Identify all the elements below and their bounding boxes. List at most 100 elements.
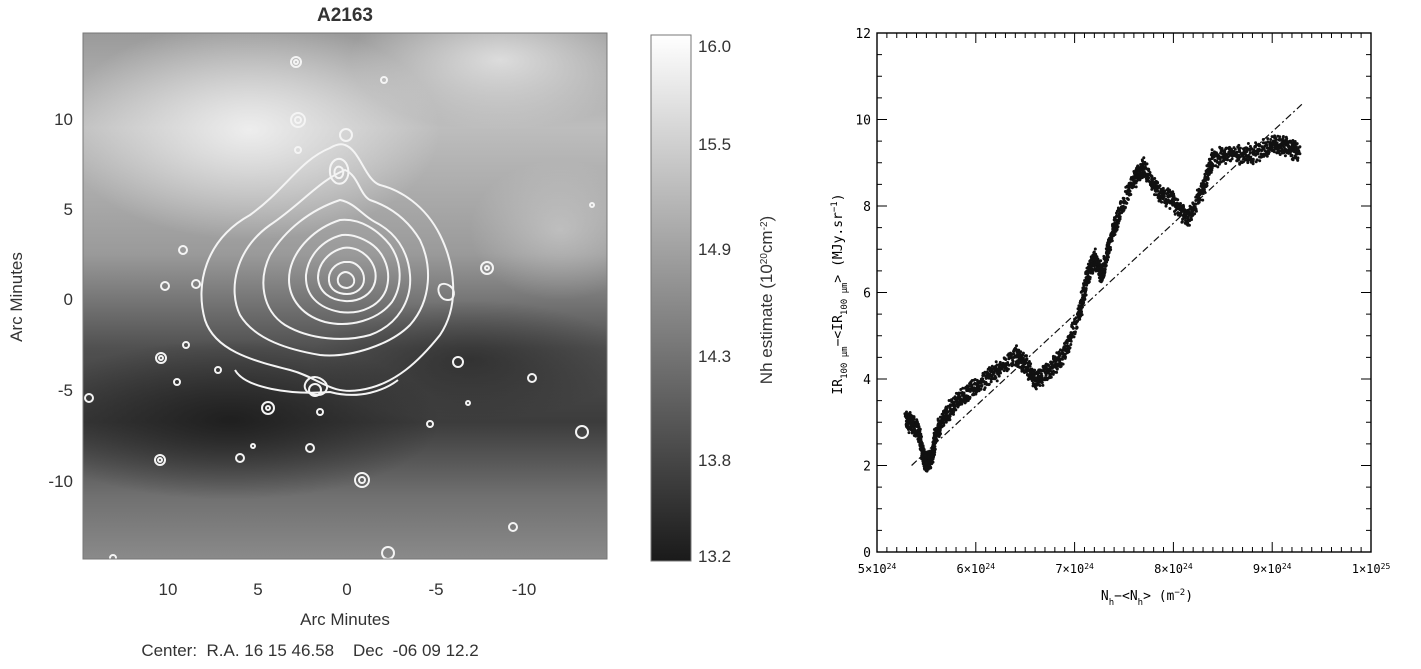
- y-tick-label: 4: [863, 373, 871, 388]
- data-point: [1128, 189, 1132, 193]
- colorbar-label: Nh estimate (1020cm-2): [757, 216, 776, 384]
- data-point: [1265, 154, 1269, 158]
- data-point: [1029, 362, 1033, 366]
- data-point: [944, 420, 948, 424]
- data-point: [1115, 228, 1119, 232]
- data-point: [952, 400, 956, 404]
- data-point: [980, 384, 984, 387]
- data-point: [1298, 145, 1302, 149]
- data-point: [967, 385, 971, 389]
- data-point: [1015, 349, 1019, 353]
- data-point: [921, 444, 925, 448]
- data-point: [955, 399, 959, 403]
- data-point: [1033, 368, 1037, 372]
- data-point: [1147, 176, 1151, 180]
- data-point: [1203, 179, 1207, 183]
- data-point: [988, 372, 992, 376]
- data-point: [933, 453, 936, 457]
- scatter-points: [903, 134, 1302, 473]
- data-point: [942, 423, 946, 427]
- nh-map-svg: A2163: [7, 5, 776, 660]
- data-point: [1063, 352, 1067, 356]
- data-point: [997, 374, 1001, 378]
- data-point: [1007, 363, 1011, 367]
- data-point: [1110, 239, 1114, 243]
- data-point: [1163, 189, 1167, 193]
- data-point: [1243, 152, 1247, 156]
- data-point: [1278, 138, 1282, 142]
- data-point: [954, 408, 958, 412]
- data-point: [1069, 343, 1073, 346]
- data-point: [960, 402, 964, 406]
- data-point: [1083, 296, 1086, 300]
- y-tick-label: 2: [863, 460, 871, 475]
- data-point: [916, 422, 920, 426]
- data-point: [1075, 326, 1079, 330]
- map-center-caption: Center: R.A. 16 15 46.58 Dec -06 09 12.2: [141, 641, 478, 660]
- data-point: [1249, 155, 1253, 159]
- map-x-tick-label: 5: [253, 580, 262, 599]
- x-tick-label: 5×1024: [858, 562, 897, 577]
- data-point: [1295, 142, 1299, 146]
- data-point: [907, 431, 911, 435]
- data-point: [1125, 192, 1129, 196]
- y-tick-label: 12: [855, 27, 871, 42]
- data-point: [1025, 354, 1028, 358]
- data-point: [1104, 256, 1108, 260]
- colorbar-tick-label: 14.3: [698, 347, 731, 366]
- data-point: [1270, 135, 1274, 139]
- data-point: [937, 435, 941, 438]
- data-point: [1011, 363, 1015, 367]
- data-point: [1053, 358, 1057, 362]
- data-point: [922, 448, 926, 451]
- data-point: [995, 363, 999, 367]
- data-point: [1061, 362, 1065, 366]
- map-x-tick-label: -10: [512, 580, 537, 599]
- data-point: [1205, 181, 1209, 185]
- data-point: [1118, 215, 1122, 219]
- map-x-tick-label: 0: [342, 580, 351, 599]
- data-point: [1153, 177, 1157, 180]
- data-point: [1093, 247, 1097, 251]
- data-point: [1040, 374, 1044, 378]
- nh-map-figure: A2163: [7, 5, 776, 660]
- x-tick-label: 1×1025: [1352, 562, 1391, 577]
- data-point: [1176, 198, 1180, 202]
- colorbar-tick-label: 13.2: [698, 547, 731, 566]
- data-point: [1266, 137, 1270, 141]
- x-tick-labels: 5×1024 6×1024 7×1024 8×1024 9×1024 1×1025: [858, 562, 1391, 577]
- data-point: [1116, 225, 1120, 229]
- scatter-svg: 5×1024 6×1024 7×1024 8×1024 9×1024 1×1025 0 2 4…: [830, 27, 1391, 608]
- data-point: [1068, 346, 1072, 350]
- map-x-tick-label: 10: [159, 580, 178, 599]
- data-point: [1171, 190, 1175, 194]
- data-point: [1049, 375, 1053, 379]
- colorbar: [650, 34, 692, 562]
- data-point: [947, 399, 951, 402]
- data-point: [1256, 152, 1260, 156]
- data-point: [974, 392, 978, 396]
- data-point: [1028, 364, 1032, 368]
- map-x-ticks: 10 5 0 -5 -10: [159, 580, 537, 599]
- data-point: [1067, 350, 1071, 354]
- data-point: [1194, 207, 1198, 211]
- data-point: [1034, 387, 1038, 391]
- data-point: [1246, 142, 1250, 145]
- data-point: [1228, 145, 1231, 149]
- data-point: [1072, 335, 1076, 339]
- data-point: [1076, 319, 1079, 323]
- plot-frame: [876, 32, 1372, 553]
- data-point: [1179, 202, 1182, 205]
- data-point: [1212, 164, 1216, 168]
- map-title: A2163: [317, 5, 373, 26]
- data-point: [1069, 339, 1073, 343]
- data-point: [1156, 189, 1160, 193]
- data-point: [1061, 357, 1064, 361]
- data-point: [1168, 207, 1172, 210]
- data-point: [969, 381, 972, 385]
- data-point: [1132, 185, 1136, 189]
- x-tick-label: 7×1024: [1055, 562, 1094, 577]
- colorbar-tick-label: 14.9: [698, 240, 731, 259]
- data-point: [1160, 200, 1164, 204]
- data-point: [1116, 221, 1120, 225]
